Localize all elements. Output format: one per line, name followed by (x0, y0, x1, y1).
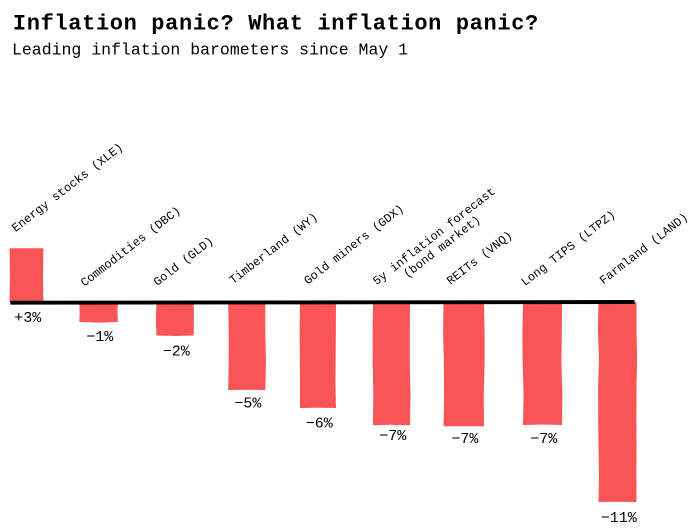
svg-text:−7%: −7% (451, 431, 479, 448)
svg-text:−5%: −5% (234, 395, 262, 412)
svg-text:−6%: −6% (306, 415, 334, 432)
svg-text:−2%: −2% (163, 343, 191, 360)
svg-text:Leading inflation barometers s: Leading inflation barometers since May 1 (12, 41, 408, 60)
svg-text:Inflation panic? What inflatio: Inflation panic? What inflation panic? (13, 12, 539, 37)
svg-text:−1%: −1% (86, 329, 114, 346)
svg-text:−7%: −7% (379, 428, 407, 445)
svg-text:+3%: +3% (14, 310, 42, 327)
svg-text:−11%: −11% (601, 510, 638, 527)
svg-text:−7%: −7% (530, 431, 558, 448)
